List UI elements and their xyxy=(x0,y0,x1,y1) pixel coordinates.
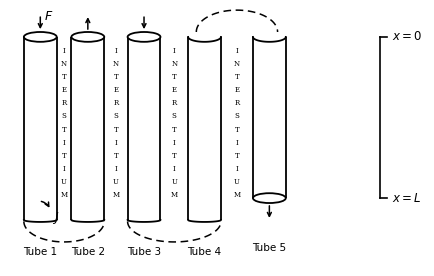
Text: S: S xyxy=(171,112,176,120)
Text: R: R xyxy=(234,99,239,107)
Text: N: N xyxy=(171,60,177,68)
Text: T: T xyxy=(171,152,176,160)
Text: $J$: $J$ xyxy=(53,209,60,225)
Ellipse shape xyxy=(252,193,285,203)
Ellipse shape xyxy=(24,32,56,42)
Text: I: I xyxy=(235,47,238,55)
Text: I: I xyxy=(62,47,65,55)
Text: E: E xyxy=(171,86,176,94)
Text: $x = L$: $x = L$ xyxy=(391,192,420,205)
Text: I: I xyxy=(172,139,175,147)
Text: S: S xyxy=(234,112,239,120)
Text: I: I xyxy=(172,165,175,173)
Text: R: R xyxy=(61,99,66,107)
Text: T: T xyxy=(171,73,176,81)
Text: M: M xyxy=(170,191,178,199)
Text: N: N xyxy=(112,60,119,68)
Text: R: R xyxy=(113,99,118,107)
Text: R: R xyxy=(171,99,177,107)
Text: M: M xyxy=(112,191,119,199)
Text: Tube 3: Tube 3 xyxy=(127,247,161,257)
Text: N: N xyxy=(233,60,240,68)
Text: M: M xyxy=(233,191,240,199)
Text: I: I xyxy=(172,47,175,55)
Text: E: E xyxy=(234,86,239,94)
Text: U: U xyxy=(61,178,67,186)
Text: T: T xyxy=(171,126,176,134)
Text: U: U xyxy=(233,178,239,186)
Text: M: M xyxy=(60,191,67,199)
Text: I: I xyxy=(235,139,238,147)
Text: Tube 2: Tube 2 xyxy=(71,247,105,257)
Text: S: S xyxy=(113,112,118,120)
Text: S: S xyxy=(62,112,66,120)
Text: U: U xyxy=(171,178,177,186)
Text: E: E xyxy=(62,86,66,94)
Text: T: T xyxy=(234,126,239,134)
Text: T: T xyxy=(113,126,118,134)
Text: I: I xyxy=(235,165,238,173)
Text: N: N xyxy=(61,60,67,68)
Text: T: T xyxy=(62,152,66,160)
Text: $x = 0$: $x = 0$ xyxy=(391,30,421,43)
Text: T: T xyxy=(234,73,239,81)
Text: Tube 5: Tube 5 xyxy=(252,243,286,253)
Text: I: I xyxy=(114,139,117,147)
Ellipse shape xyxy=(127,32,160,42)
Text: T: T xyxy=(62,126,66,134)
Text: I: I xyxy=(62,165,65,173)
Text: I: I xyxy=(62,139,65,147)
Text: E: E xyxy=(113,86,118,94)
Text: Tube 4: Tube 4 xyxy=(187,247,221,257)
Text: I: I xyxy=(114,47,117,55)
Text: T: T xyxy=(113,73,118,81)
Text: T: T xyxy=(62,73,66,81)
Text: I: I xyxy=(114,165,117,173)
Text: T: T xyxy=(113,152,118,160)
Text: $F$: $F$ xyxy=(44,10,53,23)
Text: Tube 1: Tube 1 xyxy=(23,247,57,257)
Ellipse shape xyxy=(71,32,104,42)
Text: U: U xyxy=(113,178,118,186)
Text: T: T xyxy=(234,152,239,160)
